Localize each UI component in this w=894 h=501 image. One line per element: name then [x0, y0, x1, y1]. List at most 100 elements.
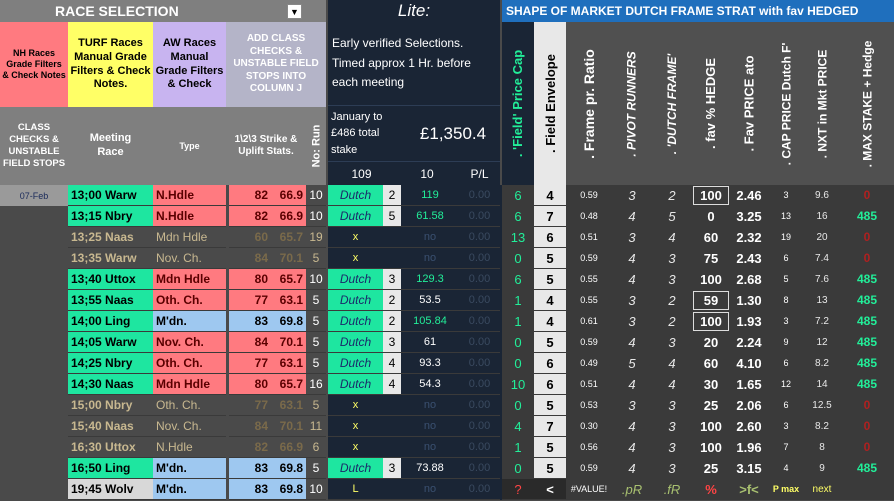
runners-cell: 5 [306, 395, 326, 416]
runners-cell: 5 [306, 290, 326, 311]
type-cell: Nov. Ch. [153, 416, 226, 437]
field-env-cell: 4 [534, 311, 566, 332]
type-cell: M'dn. [153, 479, 226, 500]
race-cell: 13;35 Warw [68, 248, 153, 269]
dutch-frame-cell: 3 [652, 437, 692, 458]
status-num-cell [383, 227, 401, 248]
date-text: 07-Feb [19, 190, 49, 201]
field-cap-cell: 0 [502, 458, 534, 479]
value-cell: 53.5 [401, 290, 459, 311]
status-num-cell [383, 437, 401, 458]
runners-cell: 10 [306, 185, 326, 206]
field-cap-cell: 4 [502, 416, 534, 437]
field-cap-cell: 6 [502, 185, 534, 206]
strike-2-cell: 66.9 [271, 437, 306, 458]
field-cap-cell: 0 [502, 395, 534, 416]
strike-1-cell: 82 [229, 185, 271, 206]
no-run-header: No: Run [306, 107, 326, 185]
status-cell: Dutch [328, 353, 383, 374]
strike-2-cell: 66.9 [271, 206, 306, 227]
nxt-price-cell: next [804, 479, 840, 500]
pivot-runners-header: . PIVOT RUNNERS [612, 22, 652, 185]
gap-cell [500, 437, 502, 458]
strike-gap [226, 311, 229, 332]
frame-ratio-cell: 0.56 [566, 437, 612, 458]
fav-hedge-cell: 0 [692, 206, 730, 227]
max-stake-cell: 485 [840, 374, 894, 395]
dutch-frame-cell: 3 [652, 395, 692, 416]
dutch-frame-cell: 5 [652, 206, 692, 227]
gap-cell [500, 395, 502, 416]
nh-races-filter: NH Races Grade Filters & Check Notes [0, 22, 68, 107]
race-cell: 16;50 Ling [68, 458, 153, 479]
gap-cell [500, 227, 502, 248]
field-cap-cell: 6 [502, 269, 534, 290]
dutch-frame-cell: 4 [652, 374, 692, 395]
pivot-cell: 4 [612, 416, 652, 437]
max-stake-text: . MAX STAKE + Hedge [860, 40, 875, 167]
max-stake-cell: 0 [840, 395, 894, 416]
status-num-cell [383, 248, 401, 269]
fav-price-text: . Fav PRICE ato [741, 55, 757, 152]
strike-1-cell: 60 [229, 227, 271, 248]
pivot-cell: 3 [612, 290, 652, 311]
frame-ratio-cell: 0.61 [566, 311, 612, 332]
status-num-cell: 2 [383, 311, 401, 332]
field-cap-cell: 1 [502, 437, 534, 458]
strike-1-cell: 84 [229, 416, 271, 437]
field-env-cell: 6 [534, 374, 566, 395]
strike-2-cell: 65.7 [271, 227, 306, 248]
pivot-cell: 4 [612, 374, 652, 395]
value-cell: no [401, 248, 459, 269]
dutch-frame-cell: 4 [652, 353, 692, 374]
dutch-frame-cell: 3 [652, 269, 692, 290]
status-cell: Dutch [328, 458, 383, 479]
turf-filter-label: TURF Races Manual Grade Filters & Check … [70, 37, 151, 91]
cap-price-cell: 9 [768, 332, 804, 353]
strategy-title-text: SHAPE OF MARKET DUTCH FRAME STRAT with f… [506, 4, 859, 18]
race-cell: 14;05 Warw [68, 332, 153, 353]
fav-hedge-cell: 25 [692, 458, 730, 479]
nxt-price-cell: 8 [804, 437, 840, 458]
max-stake-cell [840, 479, 894, 500]
runners-cell: 5 [306, 332, 326, 353]
pl-cell: 0.00 [459, 206, 500, 227]
pivot-cell: 3 [612, 185, 652, 206]
strike-2-cell: 69.8 [271, 479, 306, 500]
pl-cell: 0.00 [459, 185, 500, 206]
frame-ratio-cell: 0.53 [566, 395, 612, 416]
cap-price-cell: 13 [768, 206, 804, 227]
dutch-frame-cell: 3 [652, 248, 692, 269]
pl-cell: 0.00 [459, 395, 500, 416]
dutch-frame-cell: 3 [652, 416, 692, 437]
lite-ten: 10 [395, 161, 459, 185]
pl-cell: 0.00 [459, 479, 500, 500]
fav-hedge-cell: 60 [692, 353, 730, 374]
pivot-cell: 4 [612, 458, 652, 479]
max-stake-cell: 485 [840, 269, 894, 290]
strike-1-cell: 82 [229, 206, 271, 227]
pl-cell: 0.00 [459, 269, 500, 290]
type-cell: Mdn Hdle [153, 269, 226, 290]
field-env-cell: 5 [534, 269, 566, 290]
cap-price-cell: 3 [768, 311, 804, 332]
strike-2-cell: 69.8 [271, 311, 306, 332]
field-env-text: . Field Envelope [542, 54, 558, 153]
dropdown-arrow-icon[interactable]: ▼ [287, 4, 302, 19]
type-cell: N.Hdle [153, 437, 226, 458]
status-cell: Dutch [328, 290, 383, 311]
status-num-cell [383, 479, 401, 500]
field-env-cell: 5 [534, 248, 566, 269]
frame-ratio-cell: #VALUE! [566, 479, 612, 500]
nxt-price-cell: 12.5 [804, 395, 840, 416]
nxt-price-cell: 8.2 [804, 353, 840, 374]
type-text: Type [179, 141, 200, 151]
dutch-frame-cell: 2 [652, 311, 692, 332]
dutch-frame-cell: 2 [652, 290, 692, 311]
strike-1-cell: 77 [229, 353, 271, 374]
type-cell: Mdn Hdle [153, 227, 226, 248]
value-cell: 129.3 [401, 269, 459, 290]
cap-price-text: . CAP PRICE Dutch F' [779, 42, 793, 165]
fav-hedge-cell: 100 [692, 311, 730, 332]
